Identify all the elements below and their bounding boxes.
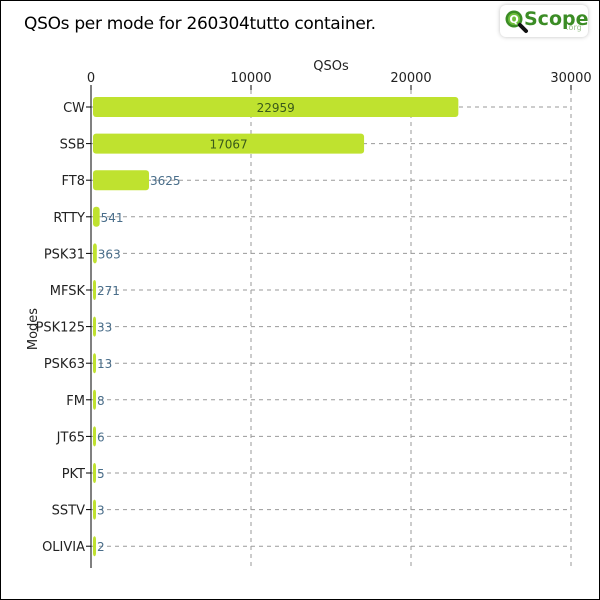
x-axis-title: QSOs	[313, 59, 349, 74]
y-tick-label: PSK31	[44, 247, 85, 262]
bar-value-label: 541	[101, 211, 124, 225]
y-tick-label: PKT	[62, 467, 85, 482]
logo-suffix: .org	[566, 23, 582, 32]
qscope-logo[interactable]: Q Scope .org	[500, 5, 589, 37]
bar	[93, 243, 97, 264]
x-tick-label: 20000	[390, 71, 431, 86]
y-tick-label: CW	[63, 101, 85, 116]
bar-value-label: 363	[98, 247, 121, 261]
bar	[93, 280, 96, 300]
y-tick-label: SSTV	[52, 504, 85, 519]
bar	[93, 463, 96, 483]
bar-value-label: 5	[97, 467, 105, 481]
y-tick-label: PSK63	[44, 357, 85, 372]
y-axis-title: Modes	[26, 308, 41, 350]
bar-value-label: 3	[97, 504, 105, 518]
bar-value-label: 6	[97, 430, 105, 444]
y-tick-label: JT65	[56, 430, 85, 445]
y-tick-label: PSK125	[36, 321, 85, 336]
bar-value-label: 17067	[209, 138, 247, 152]
bar-value-label: 3625	[150, 174, 181, 188]
logo-q-letter: Q	[509, 13, 518, 26]
bar-value-label: 8	[97, 394, 105, 408]
bar	[93, 389, 96, 410]
bar	[93, 206, 100, 227]
y-tick-label: OLIVIA	[42, 540, 85, 555]
x-ticks: 0 10000 20000 30000	[87, 71, 592, 90]
x-tick-label: 0	[87, 71, 95, 86]
bar-value-label: 22959	[257, 101, 295, 115]
y-tick-label: MFSK	[50, 284, 86, 299]
bar	[93, 499, 96, 520]
bar-value-label: 33	[97, 321, 112, 335]
y-tick-label: FM	[66, 394, 85, 409]
x-tick-label: 30000	[550, 71, 591, 86]
bar	[93, 353, 96, 374]
y-tick-label: RTTY	[53, 211, 85, 226]
chart-title: QSOs per mode for 260304tutto container.	[24, 14, 376, 34]
bars: 22959 17067 3625 541 363 271 33 13 8 6 5 3 2	[93, 97, 459, 557]
grid-lines	[91, 90, 572, 568]
logo-text: Scope	[524, 8, 589, 30]
y-tick-label: SSB	[60, 138, 85, 153]
bar-value-label: 271	[97, 284, 120, 298]
bar	[93, 426, 96, 447]
bar	[93, 97, 459, 117]
bar-value-label: 13	[97, 357, 112, 371]
bar	[93, 133, 365, 154]
bar-value-label: 2	[97, 540, 105, 554]
y-tick-label: FT8	[62, 174, 85, 189]
bar	[93, 170, 149, 191]
bar	[93, 536, 96, 557]
y-ticks: CW SSB FT8 RTTY PSK31 MFSK PSK125 PSK63 FM JT65 PK…	[36, 101, 91, 555]
bar	[93, 316, 96, 337]
x-tick-label: 10000	[230, 71, 271, 86]
magnifier-icon: Q	[505, 10, 528, 33]
